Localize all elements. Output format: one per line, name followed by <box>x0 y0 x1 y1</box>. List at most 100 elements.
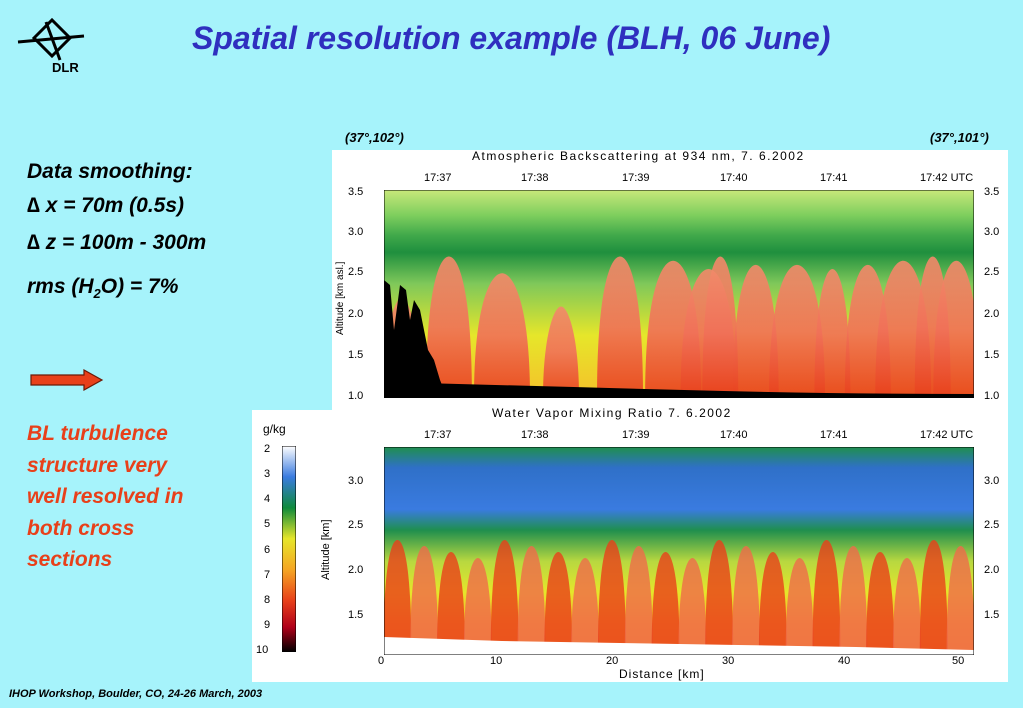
colorbar-tick: 7 <box>264 569 271 581</box>
y-tick-right: 3.0 <box>984 475 1000 487</box>
backscatter-plume <box>474 273 530 398</box>
finding-text: BL turbulence structure very well resolv… <box>27 418 183 576</box>
y-tick-left: 1.5 <box>348 349 364 361</box>
time-tick: 17:42 UTC <box>920 429 974 441</box>
water-vapor-plume <box>678 558 707 655</box>
backscatter-heatmap <box>384 190 974 398</box>
water-vapor-plume <box>866 552 895 655</box>
colorbar-tick: 10 <box>256 644 269 656</box>
y-tick-right: 1.0 <box>984 390 1000 402</box>
y-tick-left: 3.0 <box>348 475 364 487</box>
water-vapor-plume <box>624 546 653 655</box>
water-vapor-plume <box>597 540 626 655</box>
finding-line: structure very <box>27 453 168 477</box>
backscatter-dark-region <box>384 280 444 398</box>
water-vapor-plume <box>785 558 814 655</box>
water-vapor-plume <box>732 546 761 655</box>
time-tick: 17:38 <box>521 429 549 441</box>
water-vapor-plume <box>651 552 680 655</box>
water-vapor-xlabel: Distance [km] <box>619 667 705 681</box>
backscatter-plume <box>769 264 825 398</box>
backscatter-ylabel: Altitude [km asl.] <box>335 261 346 335</box>
water-vapor-panel: Water Vapor Mixing Ratio 7. 6.2002 17:37… <box>320 406 1008 682</box>
smoothing-heading: Data smoothing: <box>27 160 193 183</box>
water-vapor-plume <box>463 558 492 655</box>
y-tick-left: 3.0 <box>348 226 364 238</box>
x-tick: 20 <box>606 655 619 667</box>
rms-value: rms (H2O) = 7% <box>27 275 178 301</box>
finding-line: both cross <box>27 516 135 540</box>
water-vapor-plume <box>919 540 948 655</box>
dlr-logo: DLR <box>16 14 88 78</box>
finding-line: BL turbulence <box>27 422 168 445</box>
water-vapor-plume <box>437 552 466 655</box>
coord-right: (37°,101°) <box>930 130 989 145</box>
water-vapor-plume <box>571 558 600 655</box>
y-tick-right: 3.5 <box>984 186 1000 198</box>
y-tick-right: 2.0 <box>984 308 1000 320</box>
water-vapor-plume <box>758 552 787 655</box>
water-vapor-ground <box>384 637 974 655</box>
smoothing-dx: ∆ x = 70m (0.5s) <box>27 194 185 217</box>
y-tick-left: 1.5 <box>348 609 364 621</box>
water-vapor-plume <box>544 552 573 655</box>
colorbar-unit: g/kg <box>263 422 286 436</box>
y-tick-right: 2.0 <box>984 564 1000 576</box>
water-vapor-plume <box>705 540 734 655</box>
finding-line: sections <box>27 548 113 571</box>
backscatter-plume <box>680 269 737 398</box>
y-tick-left: 2.0 <box>348 308 364 320</box>
y-tick-left: 1.0 <box>348 390 364 402</box>
y-tick-right: 2.5 <box>984 519 1000 531</box>
water-vapor-plume <box>490 540 519 655</box>
smoothing-dz: ∆ z = 100m - 300m <box>27 231 207 254</box>
y-tick-left: 3.5 <box>348 186 364 198</box>
colorbar-tick: 4 <box>264 493 271 505</box>
x-tick: 0 <box>378 655 385 667</box>
backscatter-plume <box>425 256 472 398</box>
y-tick-left: 2.5 <box>348 266 364 278</box>
water-vapor-ylabel: Altitude [km] <box>320 519 332 580</box>
x-tick: 30 <box>722 655 735 667</box>
backscatter-title: Atmospheric Backscattering at 934 nm, 7.… <box>472 149 805 163</box>
coord-left: (37°,102°) <box>345 130 404 145</box>
x-tick: 50 <box>952 655 965 667</box>
right-arrow-icon <box>30 369 104 391</box>
water-vapor-plume <box>517 546 546 655</box>
rms-suffix: O) = 7% <box>100 275 179 298</box>
time-tick: 17:40 <box>720 429 748 441</box>
time-tick: 17:38 <box>521 172 549 184</box>
y-tick-right: 1.5 <box>984 609 1000 621</box>
time-tick: 17:41 <box>820 429 848 441</box>
y-tick-right: 3.0 <box>984 226 1000 238</box>
footer: IHOP Workshop, Boulder, CO, 24-26 March,… <box>9 688 263 700</box>
colorbar <box>282 446 296 652</box>
slide-title: Spatial resolution example (BLH, 06 June… <box>192 20 831 56</box>
water-vapor-plume <box>410 546 439 655</box>
backscatter-plume <box>814 269 851 398</box>
logo-text: DLR <box>52 60 79 75</box>
finding-line: well resolved in <box>27 485 184 508</box>
time-tick: 17:42 UTC <box>920 172 974 184</box>
colorbar-tick: 2 <box>264 443 271 455</box>
water-vapor-plume <box>946 546 974 655</box>
time-tick: 17:37 <box>424 429 452 441</box>
colorbar-tick: 8 <box>264 594 271 606</box>
x-tick: 40 <box>838 655 851 667</box>
y-tick-left: 2.0 <box>348 564 364 576</box>
rms-prefix: rms (H <box>27 275 94 298</box>
water-vapor-plume <box>812 540 841 655</box>
colorbar-tick: 3 <box>264 468 271 480</box>
time-tick: 17:39 <box>622 172 650 184</box>
time-tick: 17:39 <box>622 429 650 441</box>
backscatter-ground <box>384 382 974 398</box>
y-tick-left: 2.5 <box>348 519 364 531</box>
water-vapor-heatmap <box>384 447 974 655</box>
backscatter-panel: Atmospheric Backscattering at 934 nm, 7.… <box>332 149 1008 410</box>
colorbar-tick: 9 <box>264 619 271 631</box>
y-tick-right: 1.5 <box>984 349 1000 361</box>
water-vapor-plume <box>839 546 868 655</box>
x-tick: 10 <box>490 655 503 667</box>
backscatter-plume <box>597 256 643 398</box>
water-vapor-plume <box>384 540 412 655</box>
